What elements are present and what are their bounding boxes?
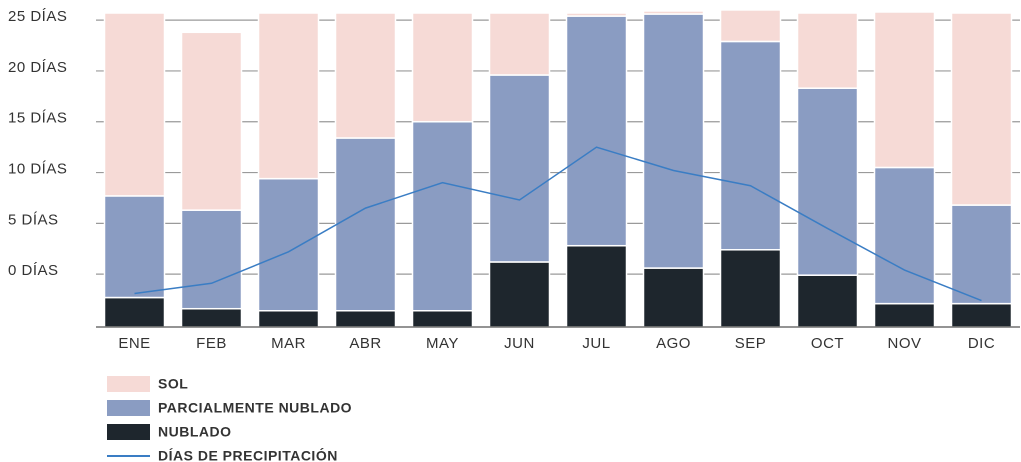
bar-segment — [642, 267, 705, 328]
bar-segment — [565, 244, 628, 328]
bar-segment — [719, 9, 782, 43]
x-tick-label: DIC — [968, 335, 995, 352]
x-tick-label: ABR — [349, 335, 381, 352]
bar-segment — [796, 274, 859, 328]
bar-segment — [873, 11, 936, 169]
bar-segment — [103, 12, 166, 197]
bar-segment — [950, 204, 1013, 305]
legend-label: DÍAS DE PRECIPITACIÓN — [158, 447, 338, 462]
bar-segment — [642, 13, 705, 269]
bar-segment — [334, 12, 397, 139]
bar-segment — [565, 15, 628, 247]
bar-segment — [334, 137, 397, 312]
y-tick-label: 15 DÍAS — [8, 110, 67, 127]
y-tick-label: 0 DÍAS — [8, 262, 59, 279]
bar-segment — [180, 31, 243, 211]
bar-segment — [411, 12, 474, 123]
bar-segment — [257, 177, 320, 312]
bar-segment — [796, 12, 859, 89]
legend-label: NUBLADO — [158, 424, 232, 440]
legend-label: SOL — [158, 376, 188, 392]
bar-segment — [565, 12, 628, 17]
y-tick-label: 25 DÍAS — [8, 8, 67, 25]
bar-segment — [103, 296, 166, 328]
x-tick-label: SEP — [735, 335, 767, 352]
y-tick-label: 20 DÍAS — [8, 59, 67, 76]
bar-segment — [950, 302, 1013, 328]
bar-segment — [488, 74, 551, 263]
x-tick-label: FEB — [196, 335, 227, 352]
y-tick-label: 10 DÍAS — [8, 161, 67, 178]
bar-segment — [719, 249, 782, 328]
bar-segment — [411, 120, 474, 312]
x-tick-label: ENE — [118, 335, 150, 352]
bar-segment — [950, 12, 1013, 206]
bar-segment — [180, 209, 243, 310]
bar-segment — [488, 261, 551, 328]
bar-segment — [796, 87, 859, 276]
bar-segment — [257, 309, 320, 328]
x-tick-label: MAR — [271, 335, 306, 352]
bar-segment — [642, 10, 705, 15]
bar-segment — [103, 195, 166, 299]
x-tick-label: MAY — [426, 335, 459, 352]
x-tick-label: OCT — [811, 335, 844, 352]
bar-segment — [180, 307, 243, 328]
bar-segment — [488, 12, 551, 76]
bar-segment — [873, 166, 936, 305]
x-tick-label: AGO — [656, 335, 691, 352]
x-tick-label: JUL — [582, 335, 610, 352]
bar-segment — [719, 40, 782, 251]
legend-swatch — [107, 376, 150, 392]
bar-segment — [411, 309, 474, 328]
y-tick-label: 5 DÍAS — [8, 211, 59, 228]
legend-swatch — [107, 400, 150, 416]
legend-swatch — [107, 424, 150, 440]
bar-segment — [257, 12, 320, 180]
bar-segment — [873, 302, 936, 328]
x-tick-label: JUN — [504, 335, 535, 352]
bar-segment — [334, 309, 397, 328]
legend-label: PARCIALMENTE NUBLADO — [158, 400, 352, 416]
x-tick-label: NOV — [887, 335, 921, 352]
precip-line — [134, 146, 982, 302]
